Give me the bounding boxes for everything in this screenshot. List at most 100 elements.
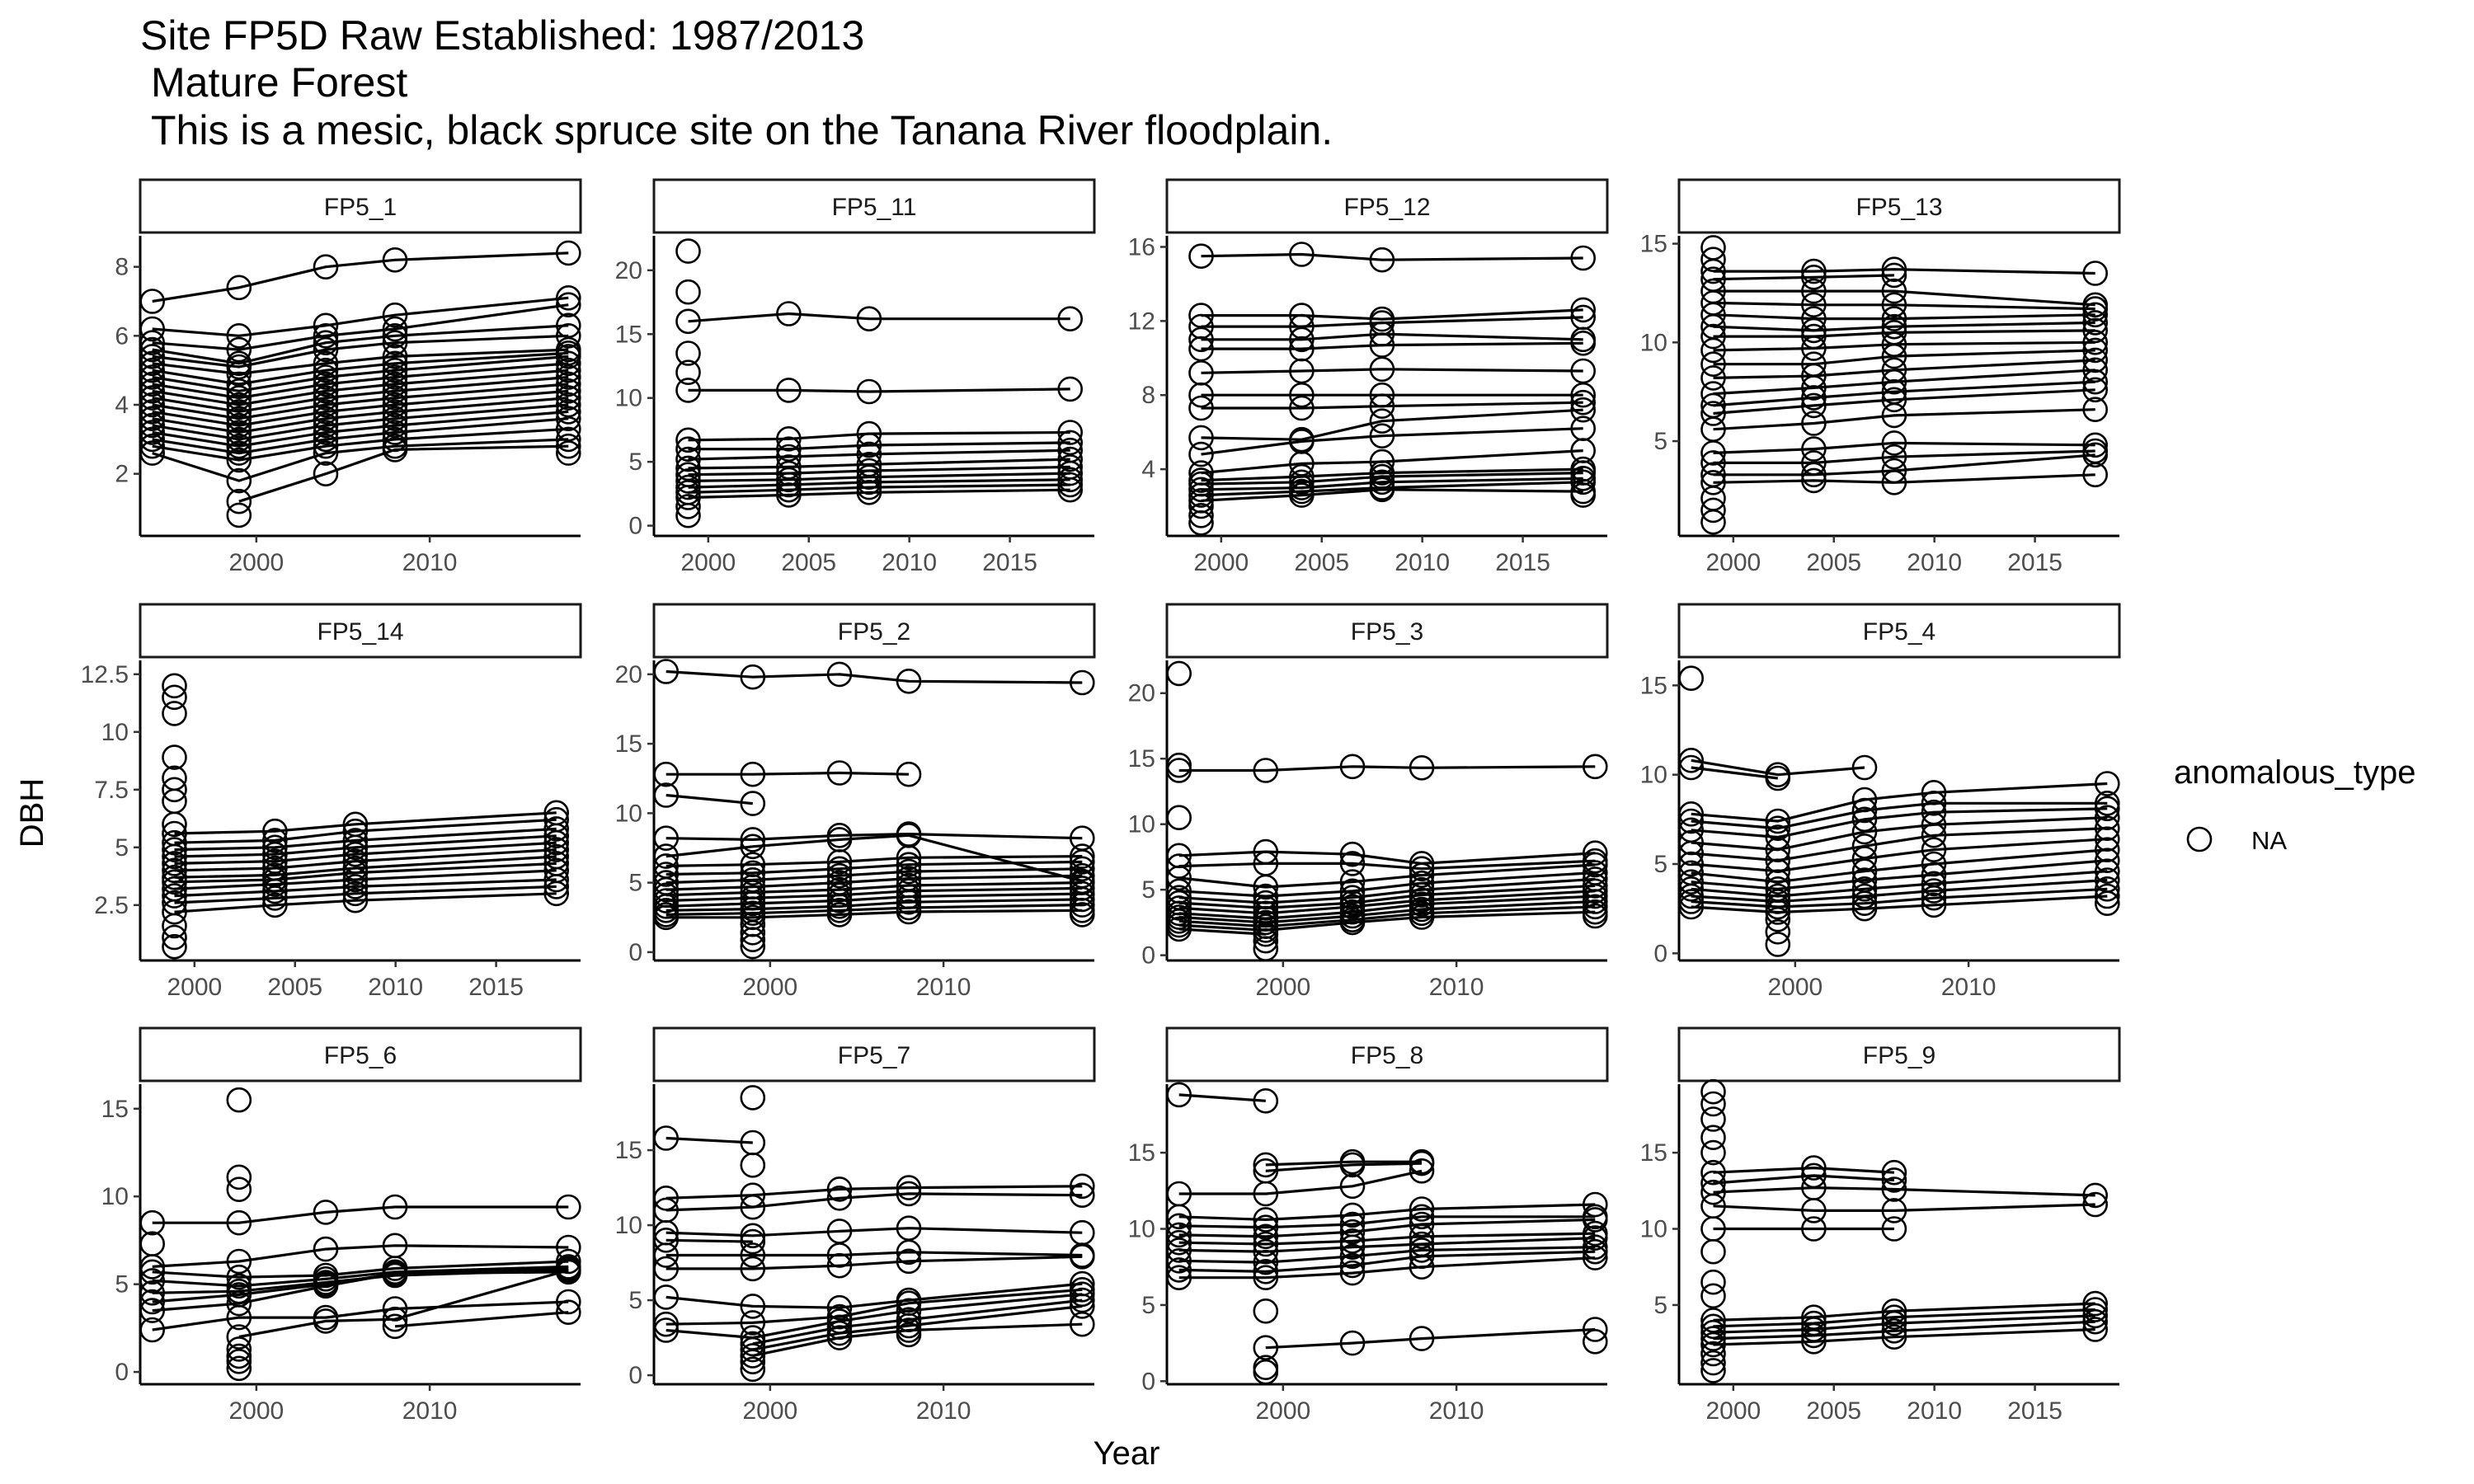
data-point (826, 1176, 853, 1202)
facet-panel: FP5_3 0 5 10 15 20 2000 2010 (1128, 603, 1609, 1001)
data-point (1409, 1204, 1435, 1230)
data-point (1369, 393, 1395, 420)
series-line (688, 478, 1070, 489)
data-point (1409, 1196, 1435, 1222)
series-line (666, 1227, 1083, 1237)
facet-panel: FP5_7 0 5 10 15 2000 2010 (615, 1026, 1096, 1425)
data-point (1409, 1243, 1435, 1270)
data-point (382, 350, 408, 377)
data-point (162, 899, 187, 925)
data-point (555, 240, 581, 266)
data-point (162, 777, 187, 803)
data-point (896, 852, 922, 877)
strip-box (1165, 603, 1609, 659)
x-tick-label: 2015 (468, 974, 524, 1001)
data-point (555, 433, 581, 459)
series-line (666, 867, 1083, 885)
data-point (1700, 247, 1726, 273)
data-point (382, 1313, 408, 1340)
data-point (1700, 1319, 1726, 1345)
series-line (1713, 359, 2095, 379)
x-tick-label: 2015 (982, 549, 1037, 576)
data-point (2082, 1182, 2108, 1209)
data-point (1339, 1228, 1366, 1254)
data-point (826, 1294, 853, 1321)
data-point (740, 827, 766, 852)
data-point (2095, 858, 2120, 884)
series-line (1178, 1215, 1596, 1229)
data-point (1289, 395, 1315, 421)
data-point (1409, 1158, 1435, 1184)
data-point (1253, 838, 1279, 865)
data-point (555, 385, 581, 411)
x-tick-label: 2000 (1255, 1397, 1310, 1425)
series-line (1201, 252, 1583, 261)
series-line (1713, 369, 2095, 396)
data-point (2095, 837, 2120, 862)
y-tick-label: 20 (1128, 680, 1155, 707)
data-point (826, 849, 853, 875)
data-point (856, 474, 882, 500)
data-point (1583, 1191, 1608, 1218)
data-point (1583, 894, 1608, 920)
data-point (740, 1153, 766, 1178)
data-point (1881, 387, 1907, 413)
x-tick-label: 2010 (1941, 974, 1997, 1001)
data-point (1583, 1238, 1608, 1265)
data-point (162, 829, 187, 856)
series-line (1713, 340, 2095, 352)
series-line (174, 885, 557, 904)
data-point (313, 336, 339, 363)
data-point (1921, 878, 1947, 904)
data-point (555, 312, 581, 339)
data-point (1801, 392, 1827, 419)
series-line (1713, 268, 2095, 275)
data-point (162, 851, 187, 876)
y-tick-label: 5 (628, 448, 642, 476)
data-point (826, 856, 853, 882)
y-tick-label: 20 (615, 661, 642, 688)
y-tick-label: 5 (1653, 428, 1667, 455)
data-point (1700, 1269, 1726, 1295)
data-point (1253, 1335, 1279, 1360)
data-point (226, 488, 252, 514)
data-point (262, 885, 288, 911)
data-point (555, 399, 581, 425)
data-point (382, 378, 408, 404)
data-point (543, 866, 570, 893)
data-point (382, 1194, 408, 1220)
strip-label: FP5_4 (1863, 618, 1935, 646)
x-tick-label: 2000 (1193, 549, 1249, 576)
data-point (1700, 1159, 1726, 1186)
data-point (740, 1356, 766, 1383)
y-tick-label: 20 (615, 257, 642, 284)
series-line (666, 1293, 1083, 1340)
data-point (1339, 1202, 1366, 1228)
data-point (342, 848, 369, 874)
x-tick-label: 2000 (742, 974, 797, 1001)
data-point (740, 885, 766, 911)
data-point (1700, 440, 1726, 466)
data-point (1339, 1152, 1366, 1178)
y-tick-label: 10 (1640, 1216, 1667, 1243)
data-point (555, 440, 581, 466)
data-point (1070, 886, 1095, 913)
data-point (1801, 317, 1827, 344)
data-point (382, 406, 408, 432)
data-point (1700, 1358, 1726, 1383)
data-point (740, 1223, 766, 1249)
data-point (1700, 258, 1726, 284)
series-line (1201, 401, 1583, 410)
series-line (152, 1244, 569, 1268)
data-point (2095, 883, 2120, 909)
data-point (1070, 843, 1095, 869)
data-point (1921, 871, 1947, 897)
data-point (740, 1294, 766, 1319)
data-point (1921, 837, 1947, 862)
strip-box (652, 178, 1096, 234)
series-line (1201, 341, 1583, 350)
series-line (688, 465, 1070, 477)
data-point (2082, 1308, 2108, 1335)
data-point (555, 292, 581, 318)
data-point (1339, 1260, 1366, 1286)
